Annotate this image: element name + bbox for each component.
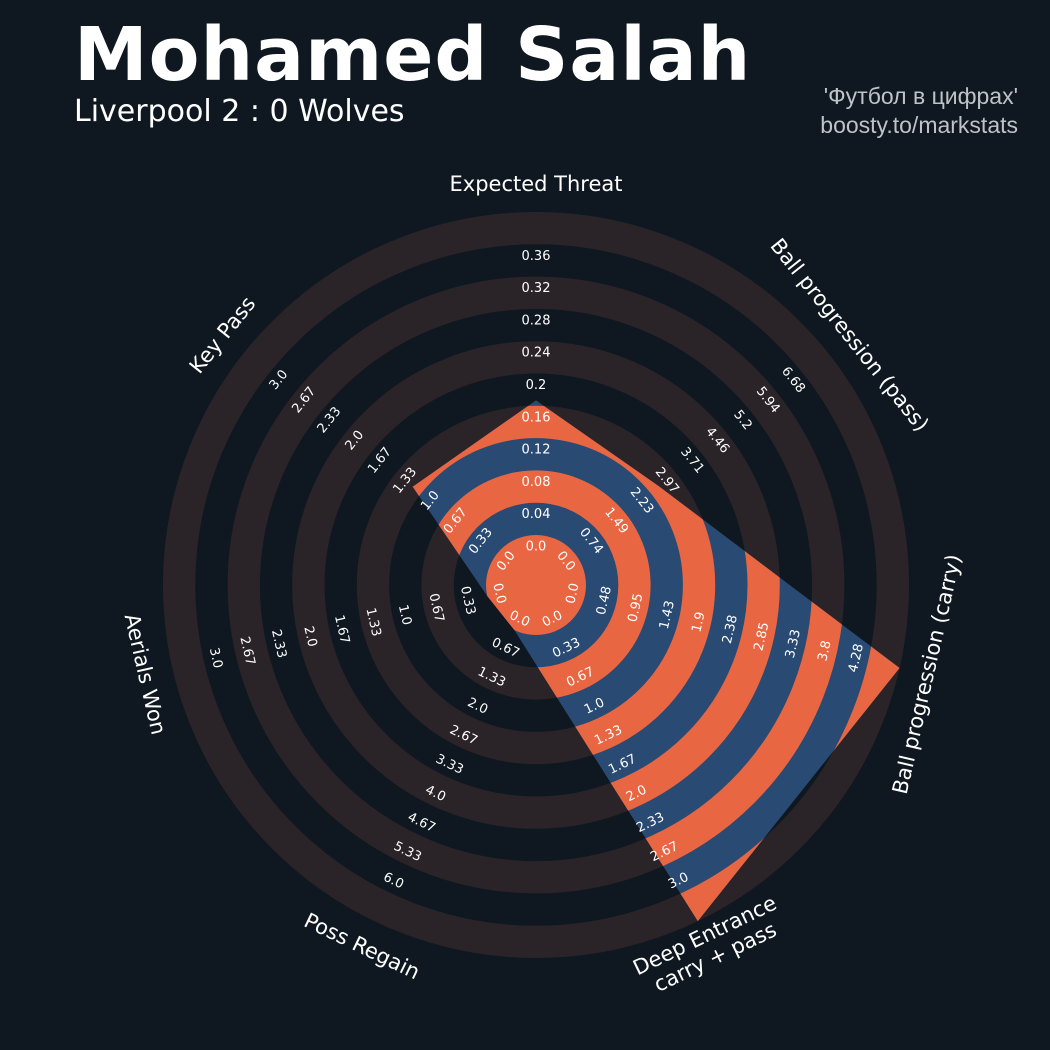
tick-label: 3.0 [206, 646, 225, 670]
match-result: Liverpool 2 : 0 Wolves [74, 94, 405, 129]
tick-label: 2.85 [751, 621, 772, 653]
tick-label: 0.04 [522, 507, 551, 522]
tick-label: 2.33 [268, 628, 289, 660]
tick-label: 0.0 [526, 540, 547, 555]
tick-label: 0.95 [625, 592, 646, 624]
tick-label: 0.36 [522, 249, 551, 264]
tick-label: 0.16 [522, 410, 551, 425]
radar-fill-band [486, 535, 586, 635]
tick-label: 2.0 [300, 625, 319, 649]
tick-label: 1.9 [689, 610, 708, 634]
parameter-label: Expected Threat [450, 172, 623, 196]
player-name: Mohamed Salah [74, 12, 752, 98]
tick-label: 0.24 [522, 346, 551, 361]
tick-label: 0.0 [489, 582, 508, 606]
tick-label: 3.33 [783, 628, 804, 660]
tick-label: 1.43 [657, 599, 678, 631]
credit-text: 'Футбол в цифрах' boosty.to/markstats [820, 82, 1018, 140]
tick-label: 0.0 [563, 582, 582, 606]
tick-label: 0.08 [522, 475, 551, 490]
tick-label: 0.32 [522, 281, 551, 296]
tick-label: 2.0 [465, 695, 490, 717]
tick-label: 1.33 [362, 606, 383, 638]
tick-label: 4.28 [846, 642, 867, 674]
tick-label: 2.67 [236, 635, 257, 667]
tick-label: 0.48 [594, 585, 615, 617]
parameter-label-line: Expected Threat [450, 172, 623, 196]
tick-label: 0.28 [522, 313, 551, 328]
tick-label: 6.0 [381, 870, 406, 892]
tick-label: 0.12 [522, 443, 551, 458]
tick-label: 0.2 [526, 378, 547, 393]
tick-label: 3.8 [815, 639, 834, 663]
tick-label: 1.0 [395, 603, 414, 627]
tick-label: 0.67 [425, 592, 446, 624]
credit-line-2: boosty.to/markstats [820, 112, 1018, 138]
tick-label: 0.33 [457, 585, 478, 617]
parameter-label: Aerials Won [120, 611, 171, 737]
parameter-label-line: Aerials Won [120, 611, 171, 737]
tick-label: 2.38 [720, 614, 741, 646]
ring-band [162, 211, 910, 959]
ring-band [227, 276, 845, 894]
credit-line-1: 'Футбол в цифрах' [823, 83, 1018, 109]
tick-label: 1.67 [331, 614, 352, 646]
